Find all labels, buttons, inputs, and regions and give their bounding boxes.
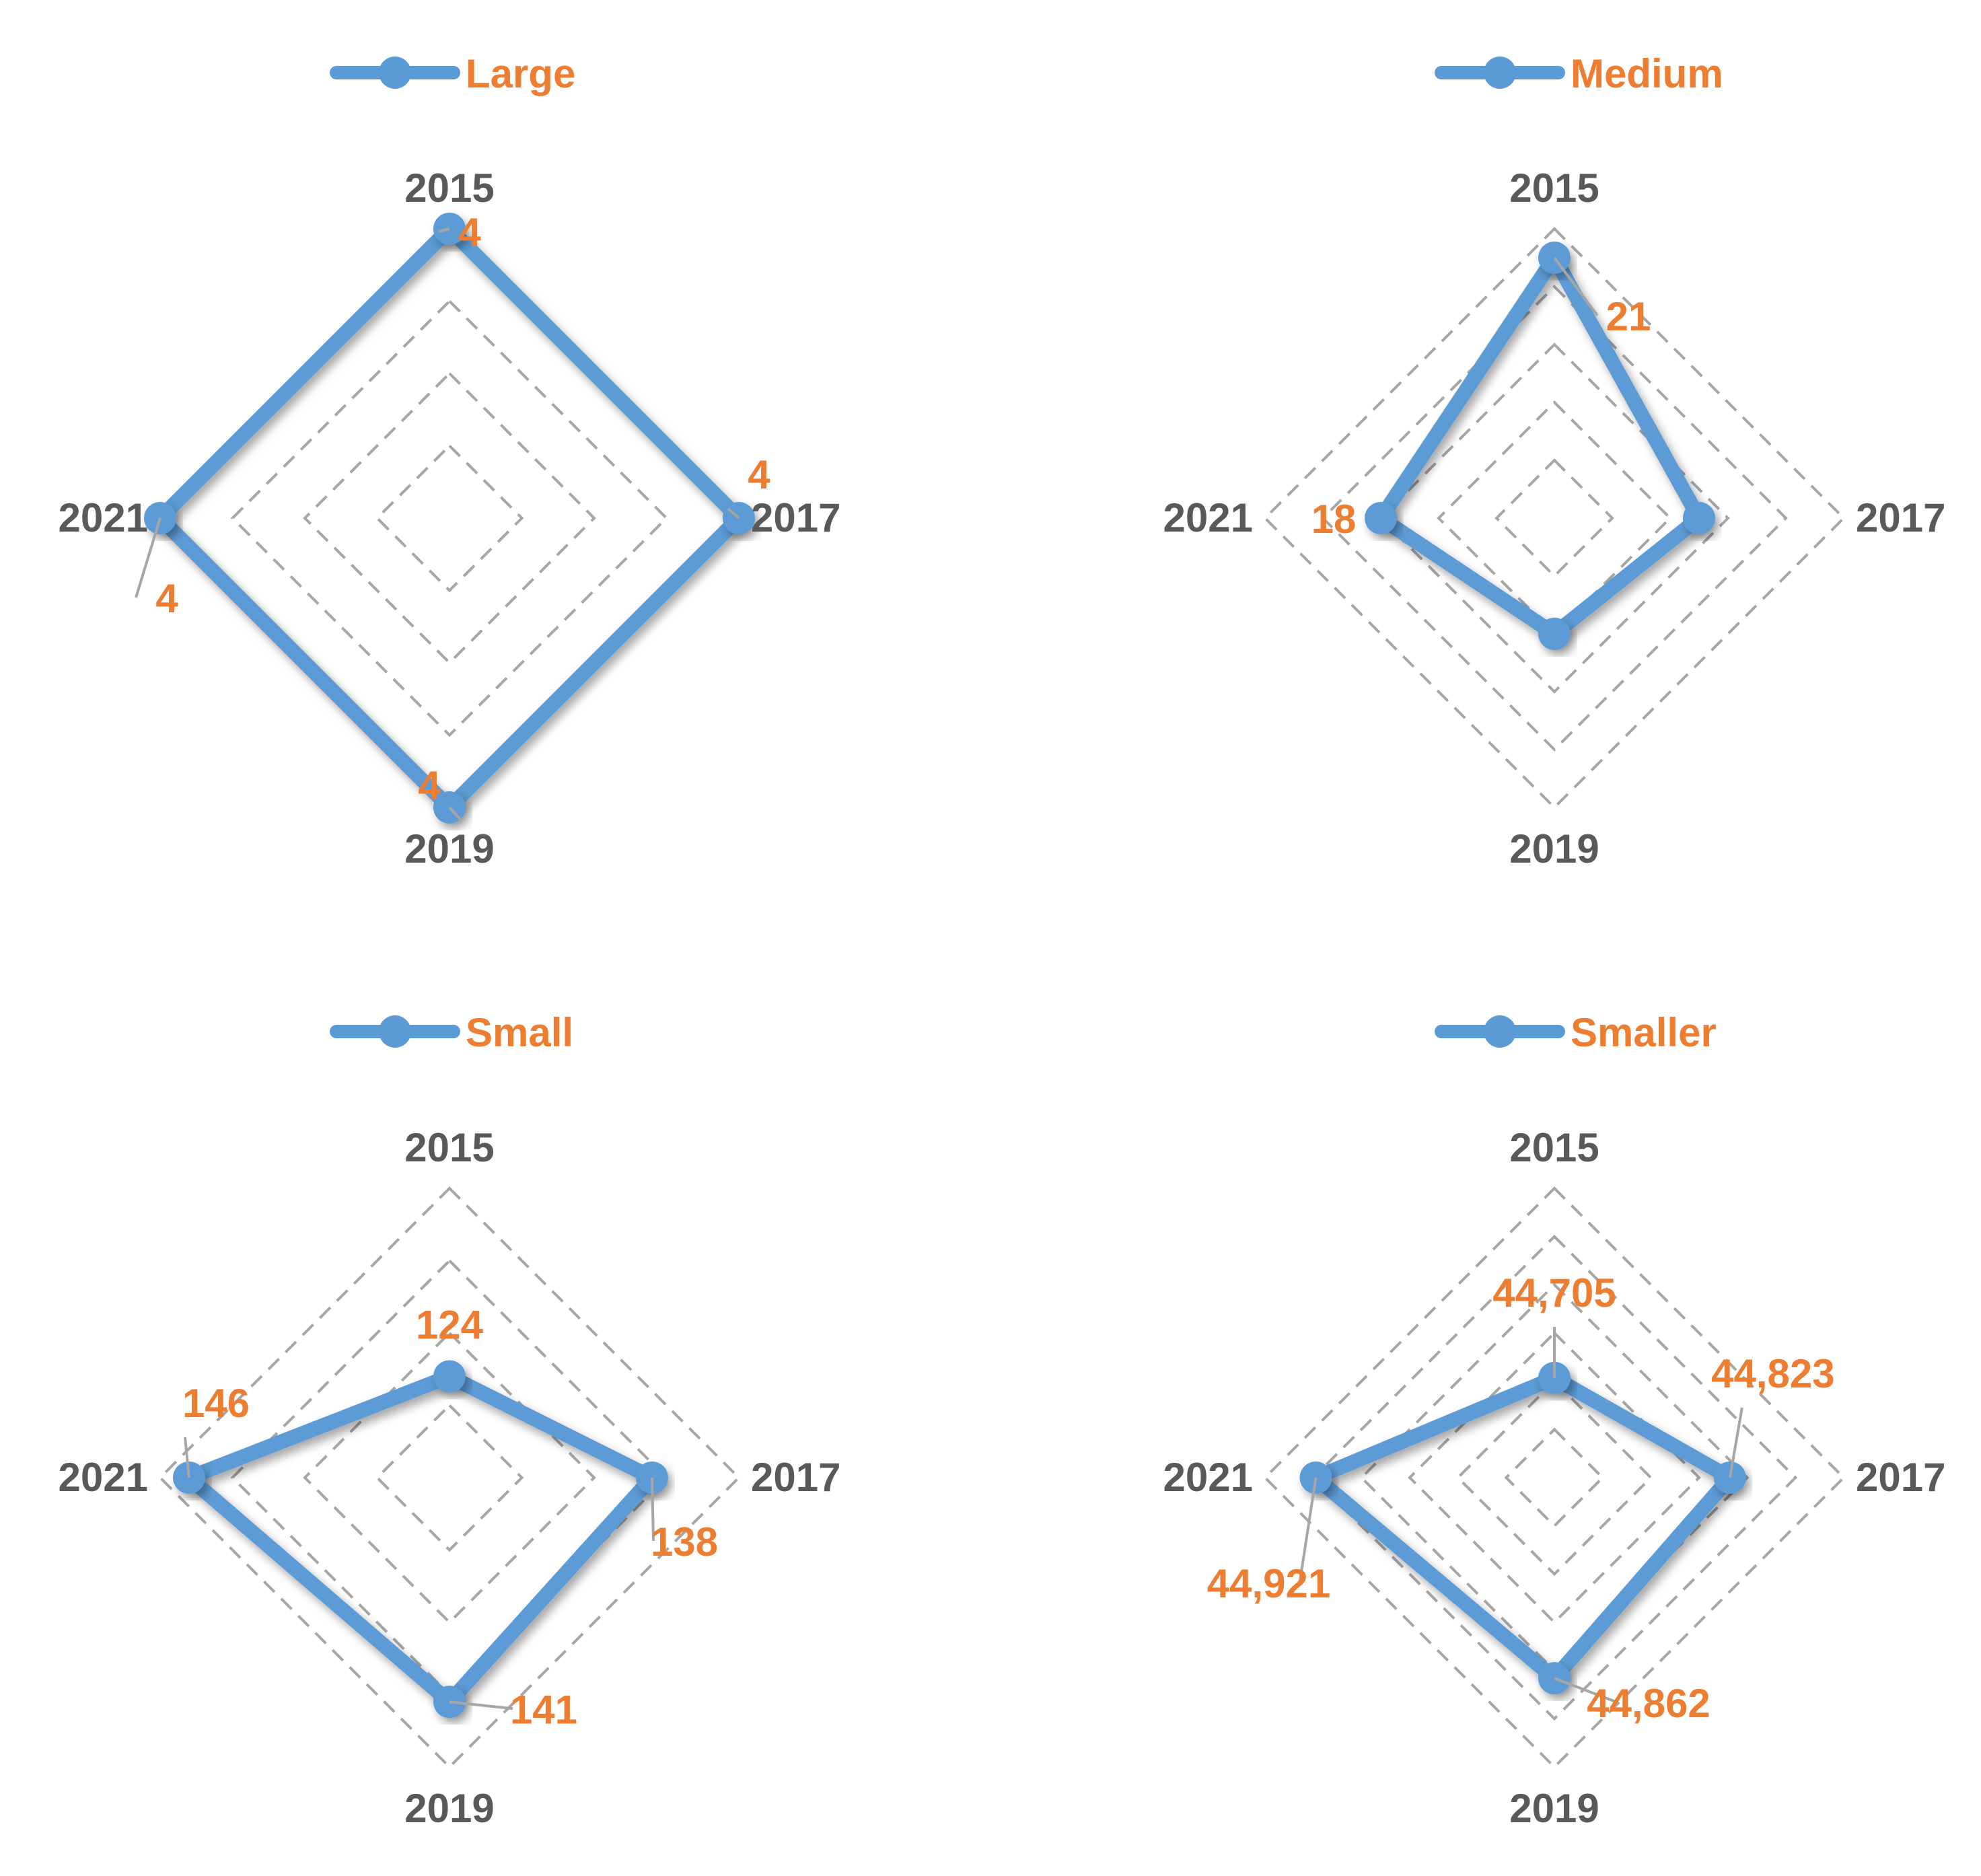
grid-ring [1263, 1186, 1846, 1769]
data-point-2021[interactable] [1365, 502, 1397, 534]
legend[interactable]: Smaller [1435, 1010, 1717, 1055]
leader-line [184, 1437, 190, 1478]
legend-marker-icon [1484, 1015, 1516, 1048]
grid-ring [1321, 285, 1788, 752]
legend-label: Smaller [1571, 1010, 1717, 1055]
value-label-2019: 4 [418, 763, 441, 808]
radar-series [173, 1360, 668, 1719]
axis-label-2017: 2017 [751, 495, 840, 540]
grid-ring [230, 299, 669, 737]
axis-label-2017: 2017 [1856, 1455, 1945, 1500]
axis-label-2017: 2017 [751, 1455, 840, 1500]
radar-series [135, 213, 755, 824]
axis-label-2019: 2019 [404, 826, 494, 871]
grid-ring [303, 1331, 596, 1624]
grid-ring [158, 1186, 741, 1769]
data-point-2015[interactable] [433, 1360, 466, 1393]
grid-ring [158, 227, 741, 809]
legend[interactable]: Medium [1435, 51, 1723, 96]
radar-series [1365, 242, 1715, 650]
leader-line [448, 806, 462, 821]
data-point-2017[interactable] [1683, 502, 1715, 534]
value-label-2019: 44,862 [1587, 1681, 1710, 1726]
axis-label-2019: 2019 [1509, 1786, 1599, 1831]
grid-ring [1437, 400, 1672, 636]
radar-grid [158, 227, 741, 809]
grid-ring [375, 443, 524, 593]
radar-panel-small: Small 2015 2017 2019 2021 124 138 141 14… [59, 1010, 841, 1831]
leader-line [449, 1700, 513, 1710]
grid-ring [1408, 1331, 1701, 1624]
value-label-2021: 4 [155, 576, 178, 621]
legend[interactable]: Small [330, 1010, 573, 1055]
grid-ring [303, 371, 596, 665]
axis-label-2015: 2015 [1509, 1125, 1599, 1170]
legend-marker-icon [379, 57, 411, 89]
radar-panel-smaller: Smaller 2015 2017 2019 2021 44,705 44,82… [1163, 1010, 1946, 1831]
series-line [182, 1369, 659, 1710]
grid-ring [1494, 458, 1614, 578]
value-label-2017: 138 [651, 1519, 718, 1564]
value-label-2017: 44,823 [1711, 1351, 1835, 1396]
axis-label-2017: 2017 [1856, 495, 1945, 540]
leader-line [1554, 1677, 1618, 1704]
value-label-2021: 18 [1311, 497, 1357, 542]
axis-label-2021: 2021 [59, 495, 148, 540]
leader-line [1553, 256, 1599, 317]
value-label-2015: 44,705 [1492, 1270, 1616, 1315]
grid-ring [1379, 342, 1730, 694]
series-line [153, 221, 746, 815]
radar-panel-large: Large 2015 2017 2019 2021 4 4 4 4 [59, 51, 841, 871]
legend-label: Small [466, 1010, 573, 1055]
radar-series [1298, 1326, 1746, 1704]
axis-label-2021: 2021 [59, 1455, 148, 1500]
axis-label-2015: 2015 [404, 166, 494, 211]
legend-label: Medium [1571, 51, 1723, 96]
value-label-2021: 146 [182, 1381, 250, 1426]
value-label-2015: 124 [416, 1303, 484, 1348]
axis-label-2015: 2015 [404, 1125, 494, 1170]
grid-ring [1311, 1234, 1798, 1721]
leader-line [651, 1477, 655, 1542]
series-line [1373, 250, 1706, 641]
value-label-2017: 4 [748, 452, 770, 497]
legend[interactable]: Large [330, 51, 575, 96]
grid-ring [1504, 1427, 1605, 1528]
axis-label-2019: 2019 [404, 1786, 494, 1831]
leader-line [1728, 1407, 1743, 1478]
legend-label: Large [466, 51, 575, 96]
leader-line [135, 517, 161, 598]
legend-marker-icon [1484, 57, 1516, 89]
axis-label-2021: 2021 [1163, 1455, 1253, 1500]
radar-panel-medium: Medium 2015 2017 2019 2021 21 18 [1163, 51, 1946, 871]
axis-label-2015: 2015 [1509, 166, 1599, 211]
legend-marker-icon [379, 1015, 411, 1048]
grid-ring [375, 1403, 524, 1552]
axis-label-2021: 2021 [1163, 495, 1253, 540]
data-point-2019[interactable] [1538, 618, 1571, 650]
grid-ring [1263, 227, 1846, 809]
leader-line [438, 227, 450, 233]
value-label-2019: 141 [510, 1687, 577, 1732]
leader-line [1298, 1477, 1318, 1583]
value-label-2021: 44,921 [1207, 1561, 1331, 1606]
axis-label-2019: 2019 [1509, 826, 1599, 871]
value-label-2015: 21 [1606, 294, 1651, 339]
value-label-2015: 4 [458, 210, 481, 255]
leader-line [727, 507, 740, 519]
grid-ring [1455, 1379, 1653, 1577]
series-line [1308, 1370, 1737, 1686]
